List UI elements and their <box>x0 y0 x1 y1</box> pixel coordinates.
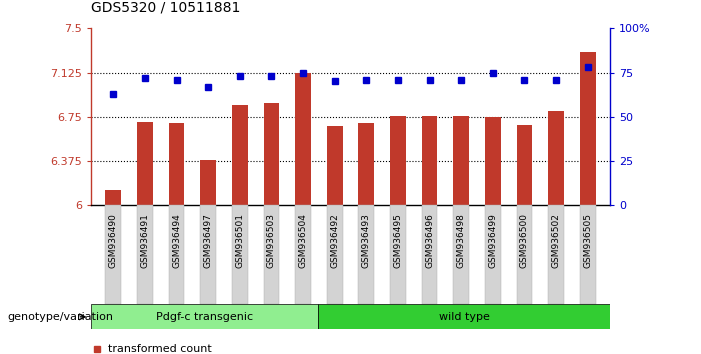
FancyBboxPatch shape <box>485 205 501 304</box>
Text: wild type: wild type <box>439 312 489 322</box>
FancyBboxPatch shape <box>390 205 406 304</box>
Text: GSM936503: GSM936503 <box>267 213 276 268</box>
Text: GSM936490: GSM936490 <box>109 213 118 268</box>
Text: GDS5320 / 10511881: GDS5320 / 10511881 <box>91 0 240 14</box>
Text: GSM936505: GSM936505 <box>583 213 592 268</box>
Bar <box>454 116 469 205</box>
FancyBboxPatch shape <box>137 205 153 304</box>
Text: GSM936495: GSM936495 <box>393 213 402 268</box>
FancyBboxPatch shape <box>200 205 216 304</box>
FancyBboxPatch shape <box>264 205 279 304</box>
Text: GSM936501: GSM936501 <box>236 213 244 268</box>
Bar <box>200 160 216 205</box>
FancyBboxPatch shape <box>422 205 437 304</box>
FancyBboxPatch shape <box>548 205 564 304</box>
FancyBboxPatch shape <box>580 205 596 304</box>
Text: GSM936494: GSM936494 <box>172 213 181 268</box>
Text: transformed count: transformed count <box>108 344 212 354</box>
Text: GSM936502: GSM936502 <box>552 213 561 268</box>
Bar <box>169 123 184 205</box>
Bar <box>264 103 279 205</box>
Bar <box>548 111 564 205</box>
Text: GSM936498: GSM936498 <box>457 213 465 268</box>
FancyBboxPatch shape <box>105 205 121 304</box>
Bar <box>422 116 437 205</box>
Text: GSM936497: GSM936497 <box>204 213 212 268</box>
FancyBboxPatch shape <box>318 304 610 329</box>
FancyBboxPatch shape <box>91 304 318 329</box>
Bar <box>105 190 121 205</box>
FancyBboxPatch shape <box>232 205 247 304</box>
FancyBboxPatch shape <box>454 205 469 304</box>
Bar <box>295 73 311 205</box>
Text: GSM936500: GSM936500 <box>520 213 529 268</box>
Text: GSM936492: GSM936492 <box>330 213 339 268</box>
Bar <box>137 121 153 205</box>
FancyBboxPatch shape <box>327 205 343 304</box>
Bar <box>485 117 501 205</box>
FancyBboxPatch shape <box>358 205 374 304</box>
Bar <box>358 123 374 205</box>
Bar <box>232 105 247 205</box>
FancyBboxPatch shape <box>295 205 311 304</box>
FancyBboxPatch shape <box>169 205 184 304</box>
Text: GSM936499: GSM936499 <box>489 213 497 268</box>
Text: Pdgf-c transgenic: Pdgf-c transgenic <box>156 312 253 322</box>
Bar <box>517 125 532 205</box>
Bar <box>327 126 343 205</box>
Bar <box>580 52 596 205</box>
FancyBboxPatch shape <box>517 205 532 304</box>
Text: GSM936504: GSM936504 <box>299 213 308 268</box>
Bar <box>390 116 406 205</box>
Text: genotype/variation: genotype/variation <box>7 312 113 322</box>
Text: GSM936496: GSM936496 <box>425 213 434 268</box>
Text: GSM936491: GSM936491 <box>140 213 149 268</box>
Text: GSM936493: GSM936493 <box>362 213 371 268</box>
